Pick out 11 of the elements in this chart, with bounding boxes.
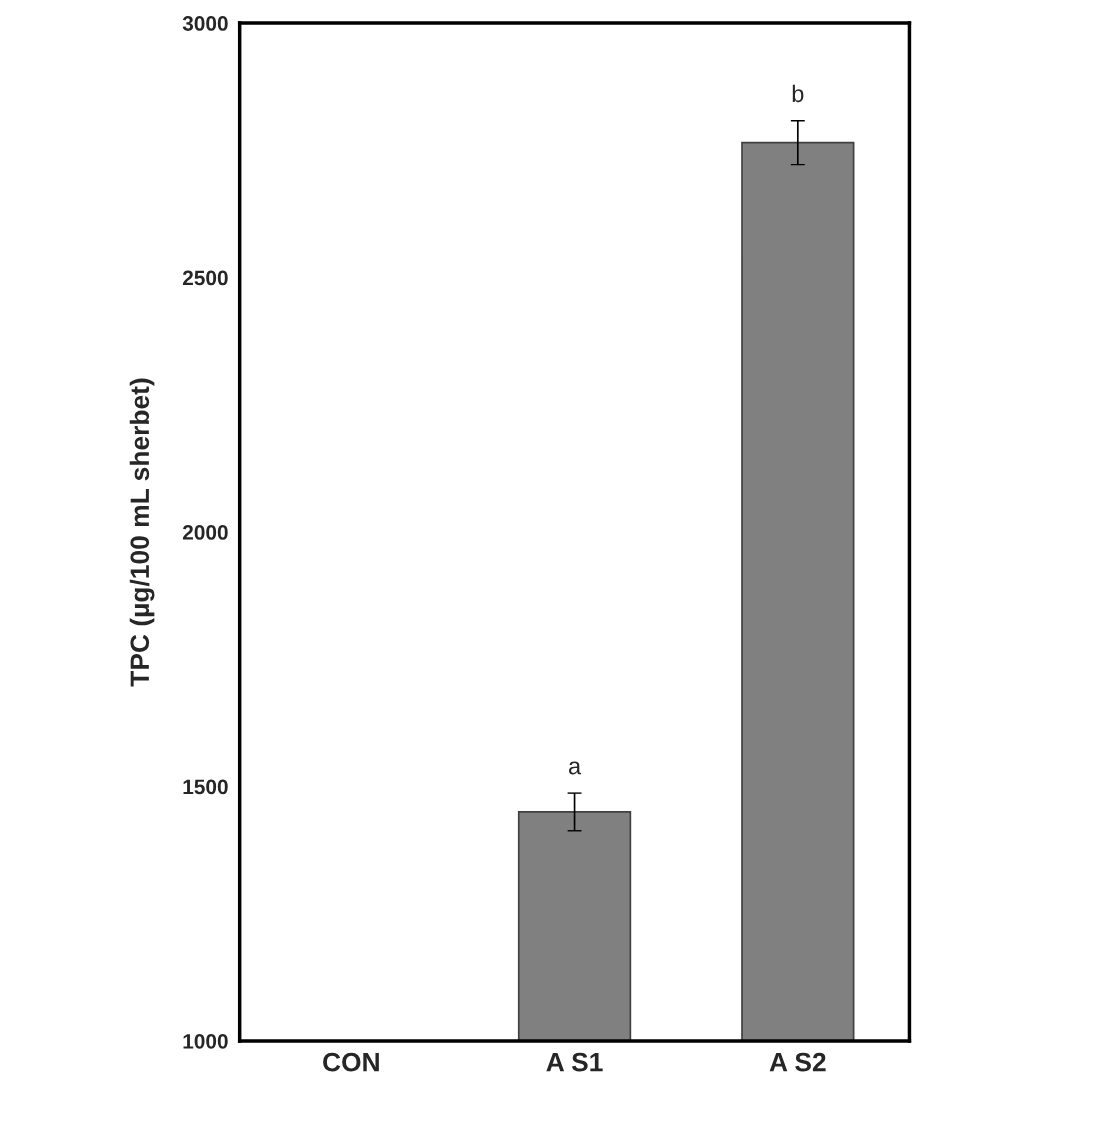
y-tick-label: 2000 [182, 525, 228, 540]
y-axis-title: TPC (µg/100 mL sherbet) [129, 378, 155, 687]
x-tick-label: CON [323, 1052, 379, 1072]
y-tick-label: 3000 [182, 16, 228, 31]
x-tick-label: A S1 [546, 1052, 603, 1072]
x-tick-label: A S2 [769, 1052, 826, 1072]
annotation: a [569, 761, 582, 775]
annotation: b [792, 84, 804, 103]
y-tick-label: 1000 [183, 1033, 228, 1049]
y-tick-label: 1500 [183, 779, 228, 795]
y-tick-label: 2500 [182, 270, 228, 286]
